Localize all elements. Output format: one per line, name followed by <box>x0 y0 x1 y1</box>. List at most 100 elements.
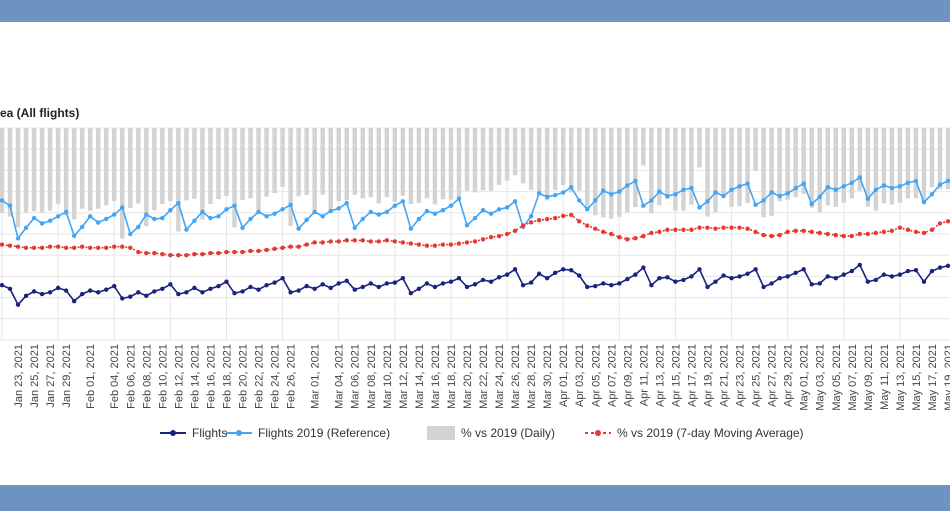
legend-item-pct-ma[interactable]: % vs 2019 (7-day Moving Average) <box>585 426 804 440</box>
pct-moving-average-point <box>416 242 422 247</box>
pct-moving-average-point <box>200 251 205 257</box>
flights-point <box>296 288 301 293</box>
flights-2019-point <box>577 198 582 203</box>
legend-item-flights-2019[interactable]: Flights 2019 (Reference) <box>226 426 390 440</box>
x-tick-label: Feb 04, 2021 <box>109 344 121 409</box>
daily-bar <box>248 128 253 199</box>
daily-bar <box>296 128 301 197</box>
flights-2019-point <box>400 199 406 204</box>
flights-2019-point <box>472 215 478 221</box>
pct-moving-average-point <box>520 223 526 228</box>
flights-point <box>496 275 502 280</box>
flights-point <box>352 287 357 292</box>
flights-point <box>601 281 606 286</box>
x-tick-label: Mar 08, 2021 <box>366 344 378 409</box>
pct-moving-average-point <box>47 244 53 249</box>
x-tick-label: May 01, 2021 <box>799 344 811 411</box>
daily-bar <box>344 128 349 201</box>
daily-bar <box>39 128 45 213</box>
flights-2019-point <box>416 216 422 222</box>
flights-point <box>152 289 157 294</box>
daily-bar <box>504 128 510 181</box>
daily-bar <box>232 128 237 228</box>
flights-point <box>665 275 670 280</box>
daily-bar <box>160 128 165 205</box>
pct-moving-average-point <box>312 240 317 245</box>
flights-point <box>705 284 710 290</box>
pct-moving-average-point <box>825 231 830 237</box>
pct-moving-average-point <box>585 223 590 228</box>
flights-point <box>248 284 253 290</box>
flights-2019-point <box>769 190 774 195</box>
x-tick-label: Mar 26, 2021 <box>510 344 522 409</box>
flights-point <box>641 265 646 270</box>
x-tick-label: May 15, 2021 <box>911 344 923 411</box>
flights-2019-point <box>512 199 518 204</box>
daily-bar <box>921 128 927 204</box>
flights-point <box>577 273 582 278</box>
x-tick-label: Feb 26, 2021 <box>286 344 298 409</box>
daily-bar <box>705 128 710 217</box>
pct-moving-average-point <box>328 239 333 244</box>
flights-2019-point <box>865 196 871 201</box>
daily-bar <box>256 128 261 213</box>
flights-point <box>63 288 69 293</box>
pct-moving-average-point <box>873 230 879 236</box>
daily-bar <box>152 128 157 211</box>
pct-moving-average-point <box>649 230 654 236</box>
flights-point <box>256 287 261 292</box>
pct-moving-average-point <box>136 249 141 255</box>
legend-item-pct-daily[interactable]: % vs 2019 (Daily) <box>427 426 555 440</box>
flights-2019-point <box>496 207 502 212</box>
flights-point <box>336 281 341 286</box>
daily-bar <box>577 128 582 191</box>
x-tick-label: Apr 29, 2021 <box>783 344 795 407</box>
daily-bar <box>552 128 558 191</box>
daily-bar <box>793 128 798 198</box>
pct-moving-average-point <box>593 226 598 231</box>
pct-moving-average-point <box>240 249 245 255</box>
flights-point <box>625 276 630 282</box>
daily-bar <box>87 128 93 211</box>
flights-point <box>569 268 574 273</box>
x-tick-label: Feb 10, 2021 <box>157 344 169 409</box>
daily-bar <box>753 128 758 171</box>
series-lines-layer <box>0 175 950 307</box>
flights-point <box>144 293 149 299</box>
flights-point <box>849 268 854 274</box>
flights-2019-point <box>112 212 117 217</box>
daily-bar <box>689 128 694 205</box>
daily-bar <box>528 128 534 190</box>
daily-bar <box>857 128 863 191</box>
flights-point <box>55 285 61 291</box>
pct-moving-average-point <box>496 233 502 239</box>
pct-moving-average-point <box>865 231 871 237</box>
pct-moving-average-point <box>721 225 726 230</box>
flights-point <box>264 283 269 288</box>
flights-point <box>472 282 478 287</box>
flights-2019-point <box>729 187 734 193</box>
flights-point <box>697 267 702 272</box>
flights-point <box>408 290 414 296</box>
pct-moving-average-point <box>23 245 29 250</box>
legend-swatch-flights-2019 <box>226 430 252 436</box>
daily-bar <box>945 128 950 190</box>
flights-point <box>536 271 542 276</box>
pct-moving-average-point <box>665 227 670 232</box>
pct-moving-average-point <box>641 233 646 239</box>
x-tick-label: May 19, 2021 <box>943 344 950 411</box>
flights-point <box>881 272 887 277</box>
x-tick-label: Apr 15, 2021 <box>670 344 682 407</box>
legend-item-flights[interactable]: Flights <box>160 426 227 440</box>
flights-2019-point <box>39 221 45 226</box>
pct-moving-average-point <box>79 244 85 249</box>
flights-point <box>384 281 390 286</box>
flights-2019-point <box>272 211 277 216</box>
daily-bar <box>593 128 598 216</box>
pct-moving-average-point <box>192 251 197 257</box>
x-tick-label: Apr 01, 2021 <box>558 344 570 407</box>
daily-bar <box>913 128 919 199</box>
flights-2019-point <box>881 183 887 188</box>
daily-bar <box>240 128 245 200</box>
flights-point <box>416 286 422 291</box>
